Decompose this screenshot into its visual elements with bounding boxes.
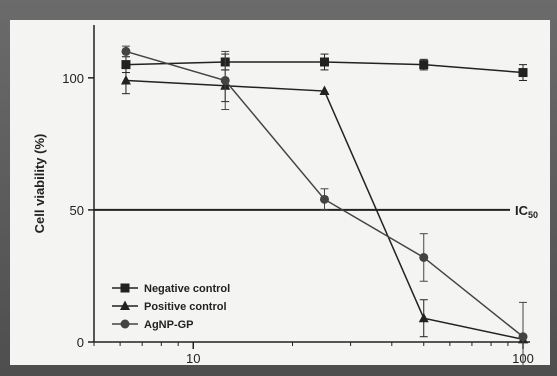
data-point: [120, 74, 131, 85]
data-point: [419, 60, 429, 70]
data-point: [319, 194, 329, 204]
series-agnp-gp: [121, 45, 528, 365]
data-point: [518, 68, 528, 78]
legend-marker: [120, 283, 130, 293]
data-point: [419, 252, 429, 262]
chart-panel: 0 50 100 10 100 Cell viability (%) IC50 Negat…: [10, 20, 550, 365]
data-point: [121, 60, 131, 70]
data-point: [220, 75, 230, 85]
legend: Negative control Positive control AgNP-GP: [112, 283, 230, 331]
legend-marker: [120, 319, 130, 329]
y-axis-label: Cell viability (%): [32, 134, 47, 234]
y-tick-label: 0: [77, 335, 84, 350]
legend-label: Positive control: [144, 301, 227, 313]
ic50-reference: IC50: [94, 203, 538, 220]
ic50-label: IC50: [515, 203, 538, 220]
legend-label: Negative control: [144, 283, 230, 295]
x-tick-label: 10: [186, 351, 200, 365]
data-point: [319, 57, 329, 67]
legend-label: AgNP-GP: [144, 319, 194, 331]
y-tick-label: 50: [70, 203, 84, 218]
data-point: [121, 46, 131, 56]
data-point: [418, 312, 429, 323]
legend-marker: [120, 300, 130, 310]
plot-area: [120, 45, 529, 365]
data-point: [518, 332, 528, 342]
y-tick-label: 100: [62, 71, 84, 86]
data-point: [319, 85, 330, 96]
